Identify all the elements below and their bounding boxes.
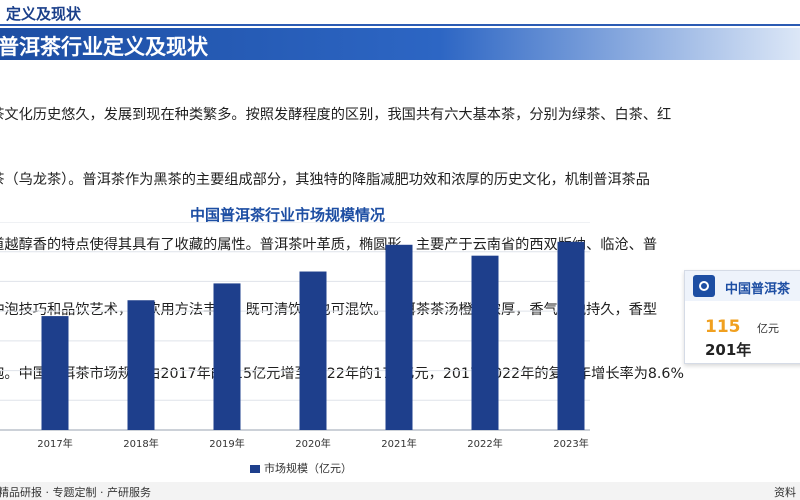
chart-legend: 市场规模（亿元）: [250, 460, 352, 476]
bar-2021年: [385, 244, 413, 430]
x-tick-label: 2022年: [467, 437, 502, 450]
bar-chart: 2017年 2018年 2019年 2020年 2021年 2022年 2023年: [0, 222, 590, 450]
footer-nav: 精品研报 · 专题定制 · 产研服务: [0, 486, 151, 499]
paragraph-line: 青茶（乌龙茶）。普洱茶作为黑茶的主要组成部分，其独特的降脂减肥功效和浓厚的历史文…: [0, 171, 650, 188]
info-card-header: 中国普洱茶: [685, 271, 800, 301]
chart-title: 中国普洱茶行业市场规模情况: [190, 206, 386, 224]
bar-2018年: [127, 300, 155, 430]
legend-label: 市场规模（亿元）: [264, 462, 352, 475]
title-band: 普洱茶行业定义及现状: [0, 28, 800, 60]
top-bar: 定义及现状: [0, 0, 800, 26]
info-card-value: 115: [705, 317, 741, 337]
x-tick-label: 2020年: [295, 437, 330, 450]
info-card-year: 201年: [705, 341, 752, 359]
info-card-title: 中国普洱茶: [725, 282, 791, 297]
header-rule: [0, 24, 800, 26]
x-tick-label: 2019年: [209, 437, 244, 450]
info-card-unit: 亿元: [757, 322, 779, 335]
x-tick-label: 2021年: [381, 437, 416, 450]
x-tick-label: 2017年: [37, 437, 72, 450]
breadcrumb: 定义及现状: [6, 5, 82, 23]
info-card: 中国普洱茶 115 亿元 201年: [684, 270, 800, 364]
bar-2022年: [471, 255, 499, 430]
bar-2019年: [213, 283, 241, 430]
bar-2020年: [299, 271, 327, 430]
bar-2023年: [557, 241, 585, 430]
legend-swatch: [250, 465, 260, 473]
paragraph-line: 越道越醇香的特点使得其具有了收藏的属性。普洱茶叶革质，椭圆形，主要产于云南省的西…: [0, 236, 658, 253]
paragraph-line: 国茶文化历史悠久，发展到现在种类繁多。按照发酵程度的区别，我国共有六大基本茶，分…: [0, 107, 672, 124]
page-title: 普洱茶行业定义及现状: [0, 35, 208, 59]
footer-bar: 精品研报 · 专题定制 · 产研服务 资料: [0, 482, 800, 500]
bar-2017年: [41, 316, 69, 430]
body-paragraph: 国茶文化历史悠久，发展到现在种类繁多。按照发酵程度的区别，我国共有六大基本茶，分…: [0, 62, 800, 408]
x-tick-label: 2018年: [123, 437, 158, 450]
footer-source: 资料: [774, 486, 796, 499]
info-card-icon: [693, 275, 715, 297]
x-tick-label: 2023年: [553, 437, 588, 450]
